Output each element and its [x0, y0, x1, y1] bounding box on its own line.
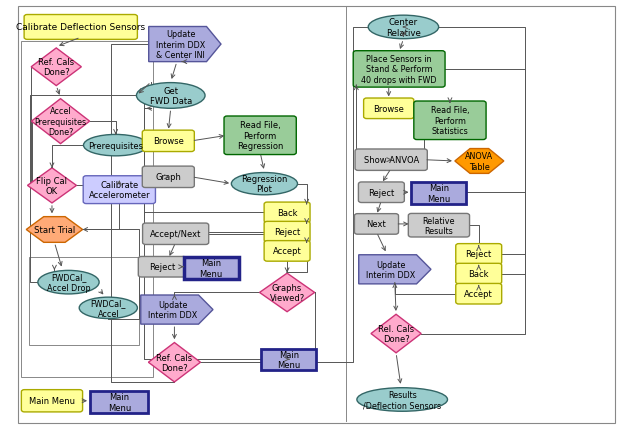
- Text: Reject: Reject: [274, 227, 300, 236]
- Text: Results
/Deflection Sensors: Results /Deflection Sensors: [363, 390, 441, 409]
- Polygon shape: [31, 49, 81, 86]
- Bar: [183, 258, 239, 279]
- Text: Update
Interim DDX
& Center INI: Update Interim DDX & Center INI: [156, 30, 205, 60]
- Polygon shape: [149, 28, 221, 62]
- Polygon shape: [27, 169, 77, 203]
- FancyBboxPatch shape: [358, 182, 404, 203]
- Text: Reject: Reject: [466, 250, 492, 259]
- Text: Update
Interim DDX: Update Interim DDX: [148, 300, 197, 319]
- Text: ANOVA
Table: ANOVA Table: [466, 152, 494, 171]
- FancyBboxPatch shape: [142, 131, 194, 152]
- Bar: [90, 391, 149, 413]
- FancyBboxPatch shape: [264, 222, 310, 243]
- Text: Back: Back: [277, 209, 297, 217]
- Ellipse shape: [38, 271, 99, 294]
- Text: Start Trial: Start Trial: [34, 225, 75, 234]
- Polygon shape: [371, 314, 421, 353]
- Text: Place Sensors in
Stand & Perform
40 drops with FWD: Place Sensors in Stand & Perform 40 drop…: [361, 55, 437, 85]
- Text: Main
Menu: Main Menu: [427, 184, 451, 203]
- Polygon shape: [149, 343, 200, 382]
- Ellipse shape: [79, 298, 137, 319]
- FancyBboxPatch shape: [264, 241, 310, 261]
- Text: Rel. Cals
Done?: Rel. Cals Done?: [378, 324, 414, 344]
- Text: Update
Interim DDX: Update Interim DDX: [366, 260, 415, 280]
- Bar: [411, 183, 467, 204]
- Text: Browse: Browse: [153, 137, 183, 146]
- Text: FWDCal_
Accel Drop: FWDCal_ Accel Drop: [47, 273, 90, 292]
- Text: Center
Relative: Center Relative: [386, 18, 421, 37]
- FancyBboxPatch shape: [24, 15, 137, 40]
- Ellipse shape: [137, 83, 205, 109]
- Text: Ref. Cals
Done?: Ref. Cals Done?: [38, 58, 74, 77]
- FancyBboxPatch shape: [364, 99, 414, 119]
- FancyBboxPatch shape: [456, 264, 502, 284]
- Text: Main Menu: Main Menu: [29, 396, 75, 405]
- FancyBboxPatch shape: [456, 284, 502, 304]
- Bar: [29, 258, 139, 345]
- Text: Regression
Plot: Regression Plot: [241, 175, 288, 194]
- FancyBboxPatch shape: [224, 117, 296, 155]
- Ellipse shape: [84, 135, 148, 157]
- Text: FWDCal_
Accel: FWDCal_ Accel: [90, 298, 126, 318]
- Text: Read File,
Perform
Regression: Read File, Perform Regression: [237, 121, 283, 151]
- Text: Main
Menu: Main Menu: [108, 393, 131, 412]
- Text: Accept: Accept: [464, 289, 493, 298]
- FancyBboxPatch shape: [143, 224, 208, 245]
- Polygon shape: [359, 255, 431, 284]
- FancyBboxPatch shape: [408, 214, 469, 237]
- FancyBboxPatch shape: [21, 390, 82, 412]
- Polygon shape: [31, 99, 90, 144]
- FancyBboxPatch shape: [353, 52, 445, 88]
- Text: Calibrate Deflection Sensors: Calibrate Deflection Sensors: [16, 23, 145, 32]
- Ellipse shape: [232, 173, 298, 195]
- Polygon shape: [141, 295, 213, 324]
- Bar: [21, 42, 153, 378]
- FancyBboxPatch shape: [264, 203, 310, 223]
- Text: Main
Menu: Main Menu: [200, 259, 223, 278]
- Polygon shape: [260, 273, 314, 312]
- Text: Accept/Next: Accept/Next: [150, 230, 202, 239]
- Text: Graph: Graph: [155, 173, 181, 182]
- Polygon shape: [26, 217, 82, 243]
- Ellipse shape: [357, 388, 447, 412]
- Text: Main
Menu: Main Menu: [277, 350, 301, 369]
- Text: Show ANVOA: Show ANVOA: [364, 156, 419, 165]
- FancyBboxPatch shape: [456, 244, 502, 264]
- Ellipse shape: [368, 16, 439, 40]
- Text: Accel
Prerequisites
Done?: Accel Prerequisites Done?: [34, 107, 87, 137]
- FancyBboxPatch shape: [83, 176, 155, 204]
- Text: Prerequisites: Prerequisites: [88, 141, 143, 150]
- Text: Accept: Accept: [273, 247, 301, 256]
- Text: Relative
Results: Relative Results: [422, 216, 455, 235]
- Bar: [261, 349, 316, 370]
- Text: Browse: Browse: [373, 104, 404, 114]
- Text: Reject: Reject: [368, 188, 394, 197]
- Text: Read File,
Perform
Statistics: Read File, Perform Statistics: [431, 106, 469, 136]
- FancyBboxPatch shape: [142, 167, 194, 188]
- Text: Ref. Cals
Done?: Ref. Cals Done?: [157, 353, 192, 372]
- Text: Graphs
Viewed?: Graphs Viewed?: [270, 283, 305, 302]
- Text: Back: Back: [469, 270, 489, 279]
- Text: Next: Next: [367, 220, 386, 229]
- Text: Calibrate
Accelerometer: Calibrate Accelerometer: [89, 181, 150, 200]
- Text: Reject: Reject: [149, 263, 175, 272]
- FancyBboxPatch shape: [354, 214, 399, 235]
- Text: Get
FWD Data: Get FWD Data: [150, 86, 192, 106]
- FancyBboxPatch shape: [139, 257, 186, 277]
- FancyBboxPatch shape: [414, 102, 486, 140]
- FancyBboxPatch shape: [355, 150, 427, 171]
- Polygon shape: [455, 149, 504, 174]
- Text: Flip Cal
OK: Flip Cal OK: [36, 176, 67, 196]
